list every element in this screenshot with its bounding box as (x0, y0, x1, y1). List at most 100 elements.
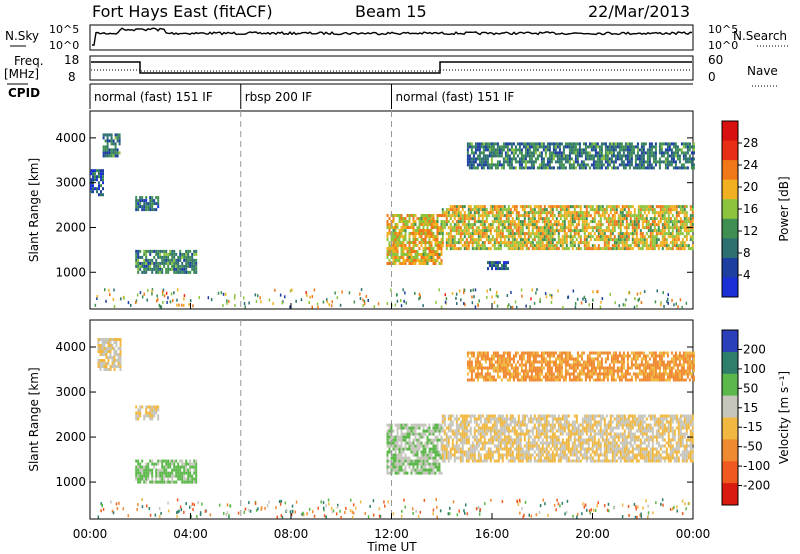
echo-cell (457, 220, 460, 224)
echo-cell (537, 229, 540, 233)
echo-cell (502, 166, 505, 170)
echo-cell (512, 154, 515, 158)
echo-cell (589, 238, 592, 242)
echo-cell (669, 211, 672, 215)
echo-cell (402, 262, 405, 265)
echo-cell (499, 232, 502, 236)
echo-cell (685, 244, 688, 248)
echo-cell (585, 420, 588, 424)
echo-cell (563, 423, 566, 427)
echo-cell (402, 456, 405, 460)
echo-cell (541, 453, 544, 457)
echo-cell (510, 151, 513, 155)
echo-cell (426, 256, 429, 259)
echo-cell (472, 151, 475, 155)
echo-cell (388, 244, 391, 247)
echo-cell (525, 429, 528, 433)
echo-cell (523, 417, 526, 421)
echo-cell (457, 429, 460, 433)
noise-cell (260, 300, 262, 304)
echo-cell (453, 432, 456, 436)
echo-cell (151, 480, 154, 484)
echo-cell (543, 435, 546, 439)
echo-cell (119, 341, 122, 344)
echo-cell (105, 338, 108, 341)
echo-cell (143, 414, 146, 418)
echo-cell (561, 214, 564, 218)
echo-cell (661, 217, 664, 221)
echo-cell (591, 435, 594, 439)
echo-cell (667, 205, 670, 209)
echo-cell (155, 408, 158, 412)
echo-cell (530, 151, 533, 155)
echo-cell (626, 145, 629, 149)
echo-cell (443, 420, 446, 424)
noise-cell (274, 288, 276, 292)
echo-cell (167, 462, 170, 466)
echo-cell (547, 232, 550, 236)
echo-cell (394, 253, 397, 256)
echo-cell (159, 468, 162, 472)
echo-cell (645, 247, 648, 251)
echo-cell (432, 465, 435, 469)
echo-cell (539, 211, 542, 215)
echo-cell (583, 453, 586, 457)
echo-cell (515, 444, 518, 448)
echo-cell (623, 205, 626, 209)
echo-cell (527, 441, 530, 445)
echo-cell (428, 441, 431, 445)
echo-cell (627, 208, 630, 212)
echo-cell (581, 220, 584, 224)
echo-cell (658, 166, 661, 170)
echo-cell (436, 429, 439, 433)
echo-cell (574, 151, 577, 155)
echo-cell (141, 255, 144, 259)
echo-cell (544, 163, 547, 167)
echo-cell (493, 444, 496, 448)
echo-cell (445, 441, 448, 445)
echo-cell (406, 462, 409, 466)
noise-cell (471, 295, 473, 299)
echo-cell (598, 151, 601, 155)
echo-cell (593, 244, 596, 248)
echo-cell (447, 232, 450, 236)
echo-cell (652, 151, 655, 155)
echo-cell (640, 151, 643, 155)
echo-cell (145, 408, 148, 412)
echo-cell (618, 151, 621, 155)
echo-cell (591, 456, 594, 460)
echo-cell (177, 258, 180, 262)
echo-cell (171, 471, 174, 475)
echo-cell (430, 432, 433, 436)
echo-cell (507, 441, 510, 445)
echo-cell (410, 471, 413, 475)
echo-cell (543, 220, 546, 224)
echo-cell (502, 148, 505, 152)
echo-cell (445, 453, 448, 457)
echo-cell (609, 238, 612, 242)
echo-cell (673, 220, 676, 224)
echo-cell (515, 453, 518, 457)
echo-cell (428, 217, 431, 220)
echo-cell (650, 148, 653, 152)
echo-cell (485, 423, 488, 427)
echo-cell (588, 157, 591, 161)
echo-cell (432, 223, 435, 226)
echo-cell (119, 338, 122, 341)
echo-cell (457, 229, 460, 233)
echo-cell (577, 223, 580, 227)
echo-cell (506, 154, 509, 158)
echo-cell (548, 151, 551, 155)
echo-cell (107, 356, 110, 359)
echo-cell (636, 151, 639, 155)
echo-cell (571, 444, 574, 448)
echo-cell (545, 232, 548, 236)
echo-cell (451, 229, 454, 233)
echo-cell (418, 232, 421, 235)
echo-cell (408, 426, 411, 430)
echo-cell (495, 435, 498, 439)
echo-cell (436, 426, 439, 430)
echo-cell (481, 429, 484, 433)
echo-cell (614, 160, 617, 164)
echo-cell (117, 365, 120, 368)
